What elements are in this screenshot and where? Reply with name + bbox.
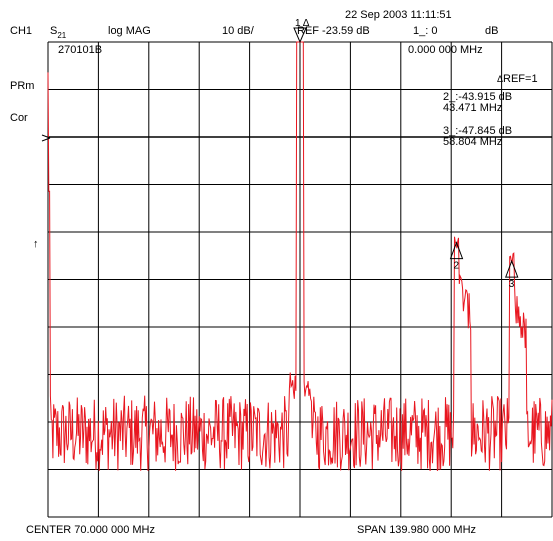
marker2-frequency: 43.471 MHz [443, 102, 503, 114]
reference-line-indicator [41, 134, 51, 139]
active-marker-unit: dB [485, 25, 499, 37]
marker-3-label: 3 [509, 279, 515, 290]
parameter-label: S21 [50, 25, 67, 40]
reference-level: REF -23.59 dB [297, 25, 370, 37]
channel-label: CH1 [10, 25, 33, 37]
marker-3-symbol [505, 259, 519, 278]
delta-reference-label: REF=1 [503, 73, 538, 85]
prm-label: PRm [10, 80, 35, 92]
delta-reference: ΔREF=1 [497, 74, 538, 85]
marker2-level: 2_:-43.915 dB [443, 91, 513, 103]
marker-1-symbol [293, 27, 307, 44]
center-frequency: CENTER 70.000 000 MHz [26, 524, 155, 536]
marker1-frequency: 0.000 000 MHz [408, 44, 483, 56]
cor-label: Cor [10, 112, 28, 124]
marker3-level: 3_:-47.845 dB [443, 125, 513, 137]
marker-2-label: 2 [454, 261, 460, 272]
parameter-sub: 21 [57, 31, 67, 40]
active-marker-readout: 1_: 0 [413, 25, 438, 37]
datetime: 22 Sep 2003 11:11:51 [345, 9, 452, 21]
marker-symbols: 1 Δ 2 3 [293, 18, 519, 290]
up-arrow-icon: ↑ [33, 238, 39, 250]
delta-icon: Δ [497, 74, 504, 84]
marker-2-symbol [449, 241, 464, 260]
marker-1-label: 1 Δ [295, 18, 310, 29]
trace-id-label: 270101B [58, 44, 103, 56]
marker3-frequency: 58.804 MHz [443, 136, 503, 148]
parameter-main: S [50, 25, 58, 37]
reference-line-indicator-lower [41, 137, 51, 142]
scale-label: 10 dB/ [222, 25, 254, 37]
span-frequency: SPAN 139.980 000 MHz [357, 524, 477, 536]
format-label: log MAG [108, 25, 151, 37]
